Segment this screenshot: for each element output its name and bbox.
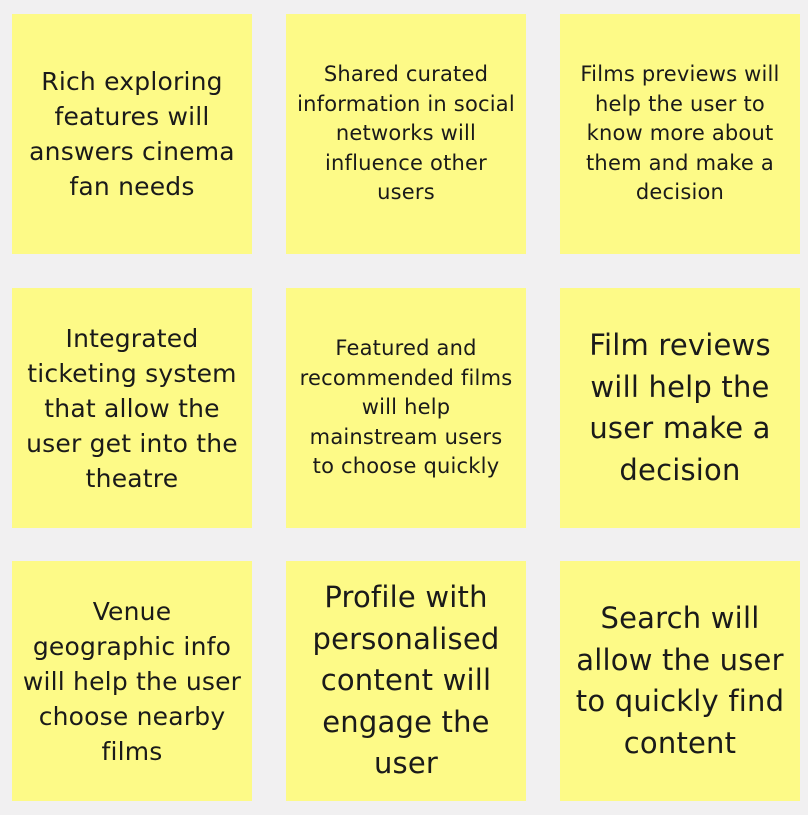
sticky-note-film-reviews[interactable]: Film reviews will help the user make a d… — [560, 288, 800, 528]
sticky-note-text: Search will allow the user to quickly fi… — [575, 601, 785, 760]
sticky-note-text: Film reviews will help the user make a d… — [589, 328, 771, 487]
sticky-note-venue-geographic[interactable]: Venue geographic info will help the user… — [12, 561, 252, 801]
sticky-note-text: Venue geographic info will help the user… — [22, 596, 242, 766]
sticky-note-profile-personalised[interactable]: Profile with personalised content will e… — [286, 561, 526, 801]
sticky-note-integrated-ticketing[interactable]: Integrated ticketing system that allow t… — [12, 288, 252, 528]
sticky-note-text: Rich exploring features will answers cin… — [29, 67, 235, 201]
sticky-note-search[interactable]: Search will allow the user to quickly fi… — [560, 561, 800, 801]
sticky-note-text: Shared curated information in social net… — [297, 62, 515, 205]
sticky-note-shared-curated[interactable]: Shared curated information in social net… — [286, 14, 526, 254]
sticky-note-featured-recommended[interactable]: Featured and recommended films will help… — [286, 288, 526, 528]
sticky-note-text: Integrated ticketing system that allow t… — [26, 323, 238, 493]
sticky-note-films-previews[interactable]: Films previews will help the user to kno… — [560, 14, 800, 254]
sticky-note-text: Profile with personalised content will e… — [312, 580, 500, 781]
sticky-note-text: Featured and recommended films will help… — [299, 336, 513, 479]
sticky-note-rich-exploring[interactable]: Rich exploring features will answers cin… — [12, 14, 252, 254]
sticky-note-text: Films previews will help the user to kno… — [580, 62, 780, 205]
